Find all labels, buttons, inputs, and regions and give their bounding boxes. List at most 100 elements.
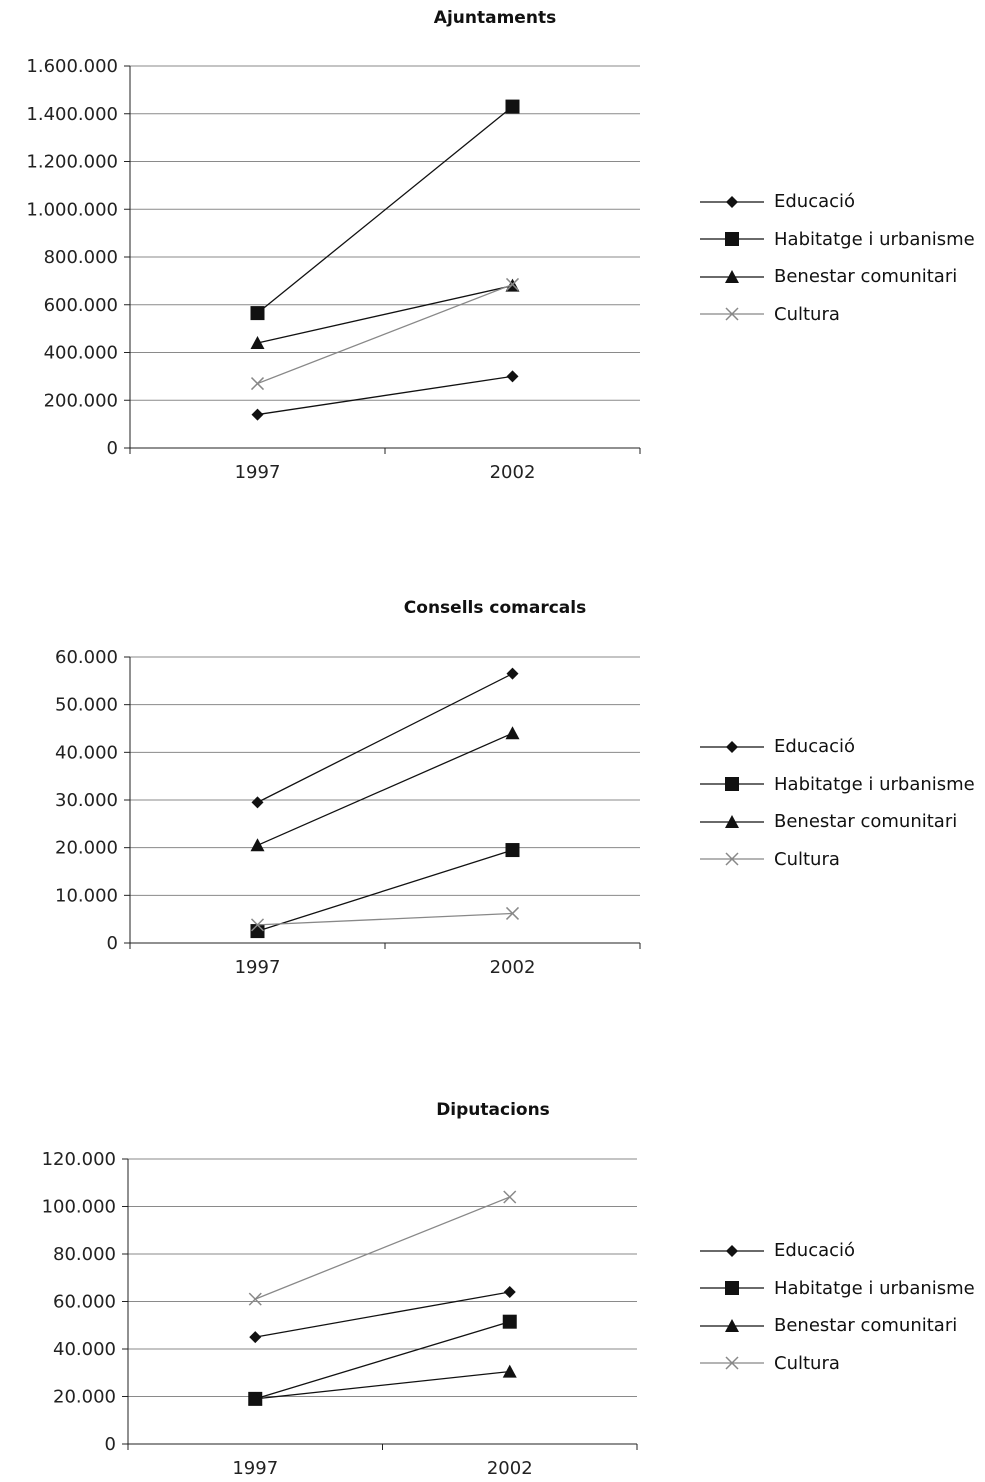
x-tick-label: 2002 [490, 462, 536, 483]
legend-label: Benestar comunitari [774, 811, 958, 833]
legend-marker-symbol [726, 740, 738, 753]
data-point [505, 906, 520, 920]
legend-marker [700, 195, 764, 208]
x-tick-label: 1997 [232, 1458, 278, 1479]
legend-item: Cultura [700, 296, 975, 334]
data-point [248, 1292, 262, 1306]
y-tick-label: 50.000 [55, 695, 118, 716]
y-tick-label: 800.000 [44, 247, 118, 268]
legend-marker-symbol [725, 307, 739, 321]
chart-title: Ajuntaments [433, 8, 557, 28]
legend-marker-symbol [725, 777, 739, 792]
y-tick-label: 0 [107, 438, 118, 459]
legend-marker-symbol [726, 1244, 738, 1257]
y-tick-label: 1.600.000 [26, 56, 118, 77]
plot-area: 0 10.000 20.000 30.000 40.000 50.000 60.000 199… [55, 647, 641, 978]
legend-marker [700, 232, 764, 247]
legend-marker-symbol [725, 1281, 739, 1296]
data-point [505, 843, 520, 858]
legend-label: Cultura [774, 1352, 840, 1374]
data-point [502, 1314, 517, 1329]
data-point [251, 796, 264, 809]
plot-area: 0 200.000 400.000 600.000 800.000 1.000.000 1.… [26, 56, 641, 483]
legend-marker-symbol [725, 232, 739, 247]
legend-marker [700, 1318, 764, 1332]
y-tick-label: 200.000 [44, 390, 118, 411]
data-point [248, 1391, 263, 1405]
legend-marker-symbol [725, 1356, 739, 1370]
y-tick-label: 0 [105, 1434, 116, 1455]
y-tick-label: 400.000 [44, 343, 118, 364]
legend-marker [700, 814, 764, 828]
data-point [251, 408, 264, 421]
data-point [249, 1331, 262, 1344]
data-point [505, 99, 520, 114]
legend-marker-symbol [725, 269, 739, 283]
x-tick-label: 2002 [490, 957, 536, 978]
series-line [255, 1291, 510, 1338]
data-point [503, 1190, 517, 1204]
legend-marker [700, 777, 764, 792]
chart-title: Diputacions [436, 1100, 550, 1120]
data-point [503, 1286, 516, 1298]
y-tick-label: 1.400.000 [26, 104, 118, 125]
legend-item: Cultura [700, 841, 975, 879]
legend-marker [700, 269, 764, 283]
series-line [255, 1196, 510, 1300]
chart-consells-comarcals: Consells comarcals 0 10.000 20.000 30.000 40… [0, 590, 985, 990]
data-point [502, 1364, 517, 1378]
legend-label: Cultura [774, 848, 840, 870]
legend-label: Habitatge i urbanisme [774, 1277, 975, 1299]
series-line [257, 849, 513, 932]
legend-label: Educació [774, 736, 856, 758]
x-tick-label: 1997 [235, 957, 281, 978]
y-tick-label: 80.000 [53, 1244, 116, 1265]
data-point [250, 335, 265, 349]
series-line [257, 375, 513, 416]
series-line [255, 1370, 510, 1400]
legend-label: Educació [774, 1240, 856, 1262]
legend-item: Habitatge i urbanisme [700, 766, 975, 804]
data-point [505, 277, 520, 291]
legend-marker [700, 307, 764, 321]
legend-marker [700, 1244, 764, 1257]
legend-marker-symbol [725, 814, 739, 828]
legend-item: Educació [700, 183, 975, 221]
legend-marker-symbol [725, 852, 739, 866]
series-line [257, 673, 513, 803]
legend-marker-symbol [725, 1318, 739, 1332]
legend-item: Benestar comunitari [700, 1307, 975, 1345]
legend-label: Habitatge i urbanisme [774, 773, 975, 795]
y-tick-label: 100.000 [42, 1197, 116, 1218]
legend-item: Benestar comunitari [700, 803, 975, 841]
data-point [505, 726, 520, 740]
y-tick-label: 1.200.000 [26, 152, 118, 173]
plot-area: 0 20.000 40.000 60.000 80.000 100.000 120.000 1… [42, 1149, 638, 1479]
chart-ajuntaments: Ajuntaments 0 200.000 400.000 600.000 800.00… [0, 0, 985, 500]
legend-marker-symbol [726, 195, 738, 208]
series-line [257, 283, 513, 385]
y-tick-label: 1.000.000 [26, 199, 118, 220]
chart-diputacions: Diputacions 0 20.000 40.000 60.000 80.000 100… [0, 1090, 985, 1482]
legend-label: Benestar comunitari [774, 1315, 958, 1337]
series-line [257, 732, 513, 846]
x-tick-label: 1997 [235, 462, 281, 483]
legend-marker [700, 1356, 764, 1370]
y-tick-label: 0 [107, 933, 118, 954]
legend: Educació Habitatge i urbanisme Benestar co… [700, 1232, 975, 1382]
legend-label: Habitatge i urbanisme [774, 228, 975, 250]
y-tick-label: 40.000 [55, 742, 118, 763]
legend-label: Benestar comunitari [774, 266, 958, 288]
legend-item: Habitatge i urbanisme [700, 1270, 975, 1308]
y-tick-label: 120.000 [42, 1149, 116, 1170]
legend-label: Cultura [774, 303, 840, 325]
x-tick-label: 2002 [487, 1458, 533, 1479]
legend-label: Educació [774, 191, 856, 213]
series-line [255, 1321, 510, 1400]
legend-marker [700, 852, 764, 866]
data-point [250, 924, 265, 939]
y-tick-label: 30.000 [55, 790, 118, 811]
y-tick-label: 20.000 [55, 838, 118, 859]
legend: Educació Habitatge i urbanisme Benestar co… [700, 183, 975, 333]
chart-title: Consells comarcals [403, 598, 587, 618]
